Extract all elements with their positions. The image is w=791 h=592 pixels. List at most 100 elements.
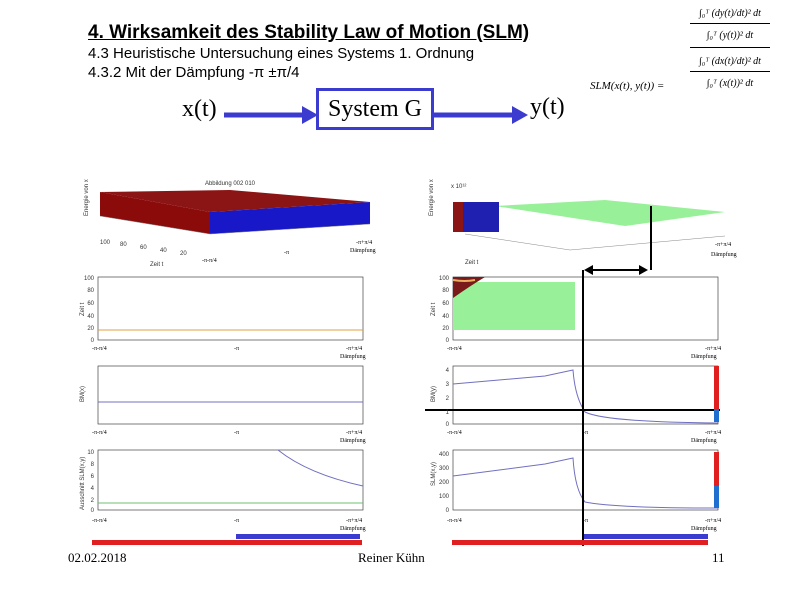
input-arrow	[224, 106, 318, 124]
formula-lhs: SLM(x(t), y(t)) =	[590, 80, 665, 92]
right-bm-ylabel: BM(y)	[431, 386, 437, 402]
output-arrow	[434, 106, 528, 124]
tick-label: 100	[84, 276, 95, 282]
right-zeit-green-area	[453, 282, 575, 330]
left-bm-plot: BM(x) -π-π/4 -π -π+π/4 Dämpfung	[80, 365, 366, 444]
subtitle-subsection: 4.3.2 Mit der Dämpfung -π ±π/4	[88, 64, 300, 81]
axis-label-left: -π-π/4	[447, 346, 462, 352]
tick-label: 8	[91, 462, 95, 468]
left-3d-axis-right: -π+π/4	[356, 240, 372, 246]
left-3d-title: Abbildung 002 010	[205, 181, 256, 187]
slide-title: 4. Wirksamkeit des Stability Law of Moti…	[88, 22, 530, 43]
left-3d-axis-mid: -π	[284, 250, 289, 256]
formula-num1: ∫₀ᵀ (dy(t)/dt)² dt	[690, 2, 770, 24]
footer-date: 02.02.2018	[68, 550, 127, 565]
right-zeit-dark-area	[453, 277, 485, 298]
formula-den2: ∫₀ᵀ (x(t))² dt	[706, 78, 754, 89]
axis-label-mid: -π	[583, 518, 588, 524]
tick-label: 1	[446, 410, 450, 416]
output-signal-label: y(t)	[530, 94, 565, 120]
right-zeit-ylabel: Zeit t	[431, 302, 437, 316]
left-3d-blue-face	[210, 202, 370, 234]
axis-daempfung: Dämpfung	[691, 353, 717, 360]
axis-label-right: -π+π/4	[346, 518, 362, 524]
axis-daempfung: Dämpfung	[691, 525, 717, 532]
right-slm-ylabel: SLM(x,y)	[431, 462, 437, 486]
axis-label-mid: -π	[234, 430, 239, 436]
tick-label: 100	[439, 494, 450, 500]
left-3d-zlabel: Energie von x	[84, 179, 90, 216]
axis-label-mid: -π	[234, 518, 239, 524]
subtitle-section: 4.3 Heuristische Untersuchung eines Syst…	[88, 45, 475, 62]
tick-label: 2	[446, 396, 450, 402]
axis-label-left: -π-π/4	[92, 518, 107, 524]
formula-den1: ∫₀ᵀ (y(t))² dt	[706, 30, 754, 41]
right-bm-curve	[452, 369, 719, 424]
tick-label: 100	[439, 276, 450, 282]
system-box: System G	[316, 88, 434, 130]
left-range-blue-bar	[236, 534, 360, 539]
right-3d-plot: x 10¹² Energie von x Zeit t -π+π/4 Dämpf…	[429, 179, 737, 270]
left-range-red-bar	[92, 540, 362, 545]
axis-label-right: -π+π/4	[346, 430, 362, 436]
left-3d-tick-100: 100	[100, 240, 111, 246]
tick-label: 2	[91, 498, 95, 504]
tick-label: 0	[446, 422, 450, 428]
right-3d-axis-right: -π+π/4	[715, 242, 731, 248]
left-3d-plot: Abbildung 002 010 Energie von x 100 80 6…	[84, 179, 376, 268]
slm-formula: ∫₀ᵀ (dy(t)/dt)² dt ∫₀ᵀ (y(t))² dt ∫₀ᵀ (d…	[690, 2, 770, 95]
tick-label: 200	[439, 480, 450, 486]
left-3d-tick-40: 40	[160, 248, 167, 254]
tick-label: 20	[442, 326, 449, 332]
left-zeit-plot: 100 80 60 40 20 0 Zeit t -π-π/4 -π -π+π/…	[80, 276, 366, 360]
vertical-divider-line	[582, 270, 584, 546]
tick-label: 60	[442, 301, 449, 307]
left-3d-zeit: Zeit t	[150, 262, 164, 268]
tick-label: 60	[87, 301, 94, 307]
axis-daempfung: Dämpfung	[340, 525, 366, 532]
formula-num2: ∫₀ᵀ (dx(t)/dt)² dt	[690, 47, 770, 72]
axis-daempfung: Dämpfung	[340, 437, 366, 444]
axis-label-left: -π-π/4	[92, 346, 107, 352]
left-3d-top-surface	[100, 190, 370, 212]
tick-label: 80	[87, 288, 94, 294]
axis-label-right: -π+π/4	[705, 518, 721, 524]
footer-page-number: 11	[712, 550, 725, 565]
right-range-red-bar	[452, 540, 708, 545]
tick-label: 4	[91, 486, 95, 492]
axis-label-left: -π-π/4	[447, 518, 462, 524]
right-bm-blue-bar	[714, 410, 719, 422]
left-3d-tick-80: 80	[120, 242, 127, 248]
right-slm-red-bar	[714, 452, 719, 486]
right-range-blue-bar	[584, 534, 708, 539]
tick-label: 20	[87, 326, 94, 332]
axis-label-left: -π-π/4	[447, 430, 462, 436]
left-3d-daempfung: Dämpfung	[350, 247, 376, 254]
tick-label: 10	[87, 450, 94, 456]
tick-label: 0	[91, 338, 95, 344]
right-slm-plot: 400 300 200 100 0 SLM(x,y) -π-π/4 -π -π+…	[431, 449, 721, 532]
range-double-arrow	[584, 265, 648, 275]
right-slm-curve	[452, 457, 719, 509]
tick-label: 0	[446, 338, 450, 344]
tick-label: 0	[91, 508, 95, 514]
axis-label-left: -π-π/4	[92, 430, 107, 436]
left-3d-red-face	[100, 192, 210, 234]
axis-label-mid: -π	[234, 346, 239, 352]
input-signal-label: x(t)	[182, 96, 217, 122]
axis-daempfung: Dämpfung	[340, 353, 366, 360]
left-bm-ylabel: BM(x)	[80, 386, 86, 402]
left-slm-ylabel: Ausschnitt SLM(x,y)	[80, 457, 86, 510]
tick-label: 400	[439, 452, 450, 458]
tick-label: 6	[91, 474, 95, 480]
right-3d-scale: x 10¹²	[451, 184, 466, 190]
tick-label: 40	[442, 314, 449, 320]
right-3d-zeit: Zeit t	[465, 260, 479, 266]
right-3d-zlabel: Energie von x	[429, 179, 435, 216]
right-bm-red-bar	[714, 366, 719, 412]
right-3d-daempfung: Dämpfung	[711, 251, 737, 258]
axis-daempfung: Dämpfung	[691, 437, 717, 444]
tick-label: 40	[87, 314, 94, 320]
axis-label-right: -π+π/4	[346, 346, 362, 352]
tick-label: 80	[442, 288, 449, 294]
